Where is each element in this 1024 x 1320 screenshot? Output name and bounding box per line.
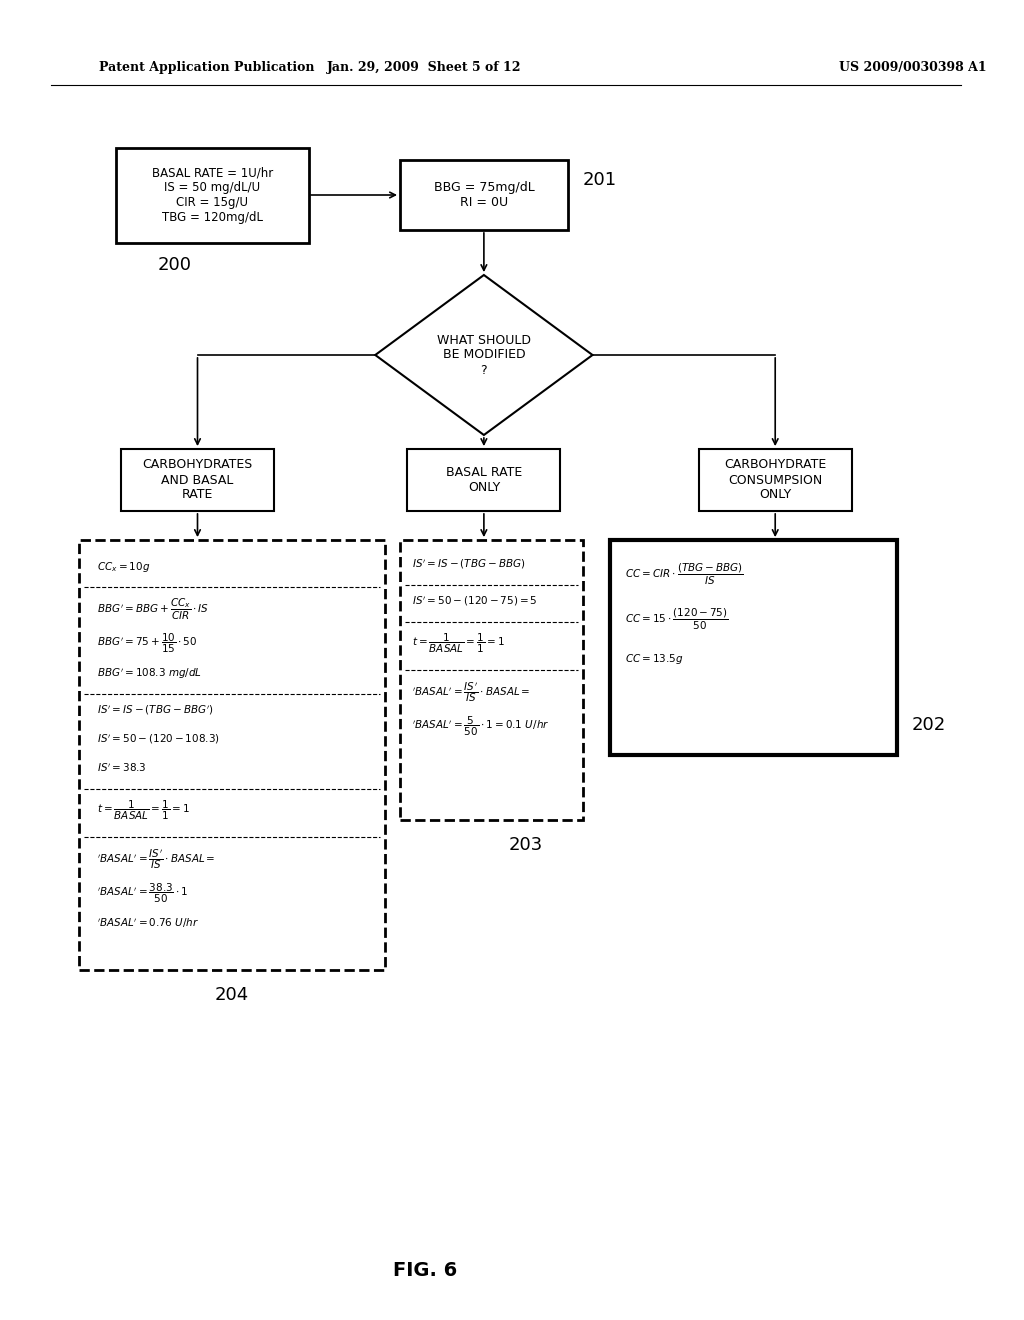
Text: $t = \dfrac{1}{BASAL} = \dfrac{1}{1} = 1$: $t = \dfrac{1}{BASAL} = \dfrac{1}{1} = 1… [97,799,189,822]
Text: $CC = 13.5g$: $CC = 13.5g$ [625,652,684,667]
Text: $'BASAL' = \dfrac{38.3}{50} \cdot 1$: $'BASAL' = \dfrac{38.3}{50} \cdot 1$ [97,882,188,906]
Text: $'BASAL' = \dfrac{IS'}{IS} \cdot BASAL =$: $'BASAL' = \dfrac{IS'}{IS} \cdot BASAL =… [97,847,215,871]
Text: WHAT SHOULD
BE MODIFIED
?: WHAT SHOULD BE MODIFIED ? [437,334,530,376]
Bar [400,160,568,230]
Text: $IS'=IS - (TBG-BBG')$: $IS'=IS - (TBG-BBG')$ [97,704,213,717]
Bar [610,540,897,755]
Text: Jan. 29, 2009  Sheet 5 of 12: Jan. 29, 2009 Sheet 5 of 12 [328,62,522,74]
Bar [408,449,560,511]
Text: $'BASAL' = \dfrac{5}{50} \cdot 1 = 0.1\ U/hr$: $'BASAL' = \dfrac{5}{50} \cdot 1 = 0.1\ … [412,715,549,738]
Bar [116,148,308,243]
Text: $BBG' = 75 + \dfrac{10}{15} \cdot 50$: $BBG' = 75 + \dfrac{10}{15} \cdot 50$ [97,632,197,655]
Text: US 2009/0030398 A1: US 2009/0030398 A1 [840,62,987,74]
Text: 204: 204 [215,986,249,1005]
Text: 202: 202 [911,715,946,734]
Text: $IS'=IS - (TBG-BBG)$: $IS'=IS - (TBG-BBG)$ [412,558,525,572]
Text: $BBG' = 108.3\ mg/dL$: $BBG' = 108.3\ mg/dL$ [97,667,202,681]
Text: $BBG' = BBG + \dfrac{CC_x}{CIR} \cdot IS$: $BBG' = BBG + \dfrac{CC_x}{CIR} \cdot IS… [97,597,209,622]
Text: CARBOHYDRATES
AND BASAL
RATE: CARBOHYDRATES AND BASAL RATE [142,458,253,502]
Text: $IS' = 38.3$: $IS' = 38.3$ [97,762,146,775]
Text: $CC_x = 10g$: $CC_x = 10g$ [97,560,150,574]
Text: 200: 200 [158,256,193,275]
Text: Patent Application Publication: Patent Application Publication [98,62,314,74]
Text: BASAL RATE
ONLY: BASAL RATE ONLY [445,466,522,494]
Text: FIG. 6: FIG. 6 [392,1261,457,1279]
Text: $t = \dfrac{1}{BASAL} = \dfrac{1}{1} = 1$: $t = \dfrac{1}{BASAL} = \dfrac{1}{1} = 1… [412,632,505,655]
Text: 203: 203 [509,836,543,854]
Bar [79,540,385,970]
Text: $'BASAL' = \dfrac{IS'}{IS} \cdot BASAL =$: $'BASAL' = \dfrac{IS'}{IS} \cdot BASAL =… [412,680,530,704]
Bar [698,449,852,511]
Text: 201: 201 [583,172,616,189]
Text: $'BASAL' = 0.76\ U/hr$: $'BASAL' = 0.76\ U/hr$ [97,917,199,931]
Bar [400,540,583,820]
Text: $CC = 15 \cdot \dfrac{(120-75)}{50}$: $CC = 15 \cdot \dfrac{(120-75)}{50}$ [625,607,729,632]
Text: BBG = 75mg/dL
RI = 0U: BBG = 75mg/dL RI = 0U [433,181,535,209]
Text: $IS'= 50-(120-75) = 5$: $IS'= 50-(120-75) = 5$ [412,595,538,609]
Bar [121,449,274,511]
Polygon shape [375,275,593,436]
Text: $CC = CIR \cdot \dfrac{(TBG-BBG)}{IS}$: $CC = CIR \cdot \dfrac{(TBG-BBG)}{IS}$ [625,562,743,587]
Text: BASAL RATE = 1U/hr
IS = 50 mg/dL/U
CIR = 15g/U
TBG = 120mg/dL: BASAL RATE = 1U/hr IS = 50 mg/dL/U CIR =… [152,166,273,224]
Text: $IS' = 50-(120-108.3)$: $IS' = 50-(120-108.3)$ [97,733,219,746]
Text: CARBOHYDRATE
CONSUMPSION
ONLY: CARBOHYDRATE CONSUMPSION ONLY [724,458,826,502]
